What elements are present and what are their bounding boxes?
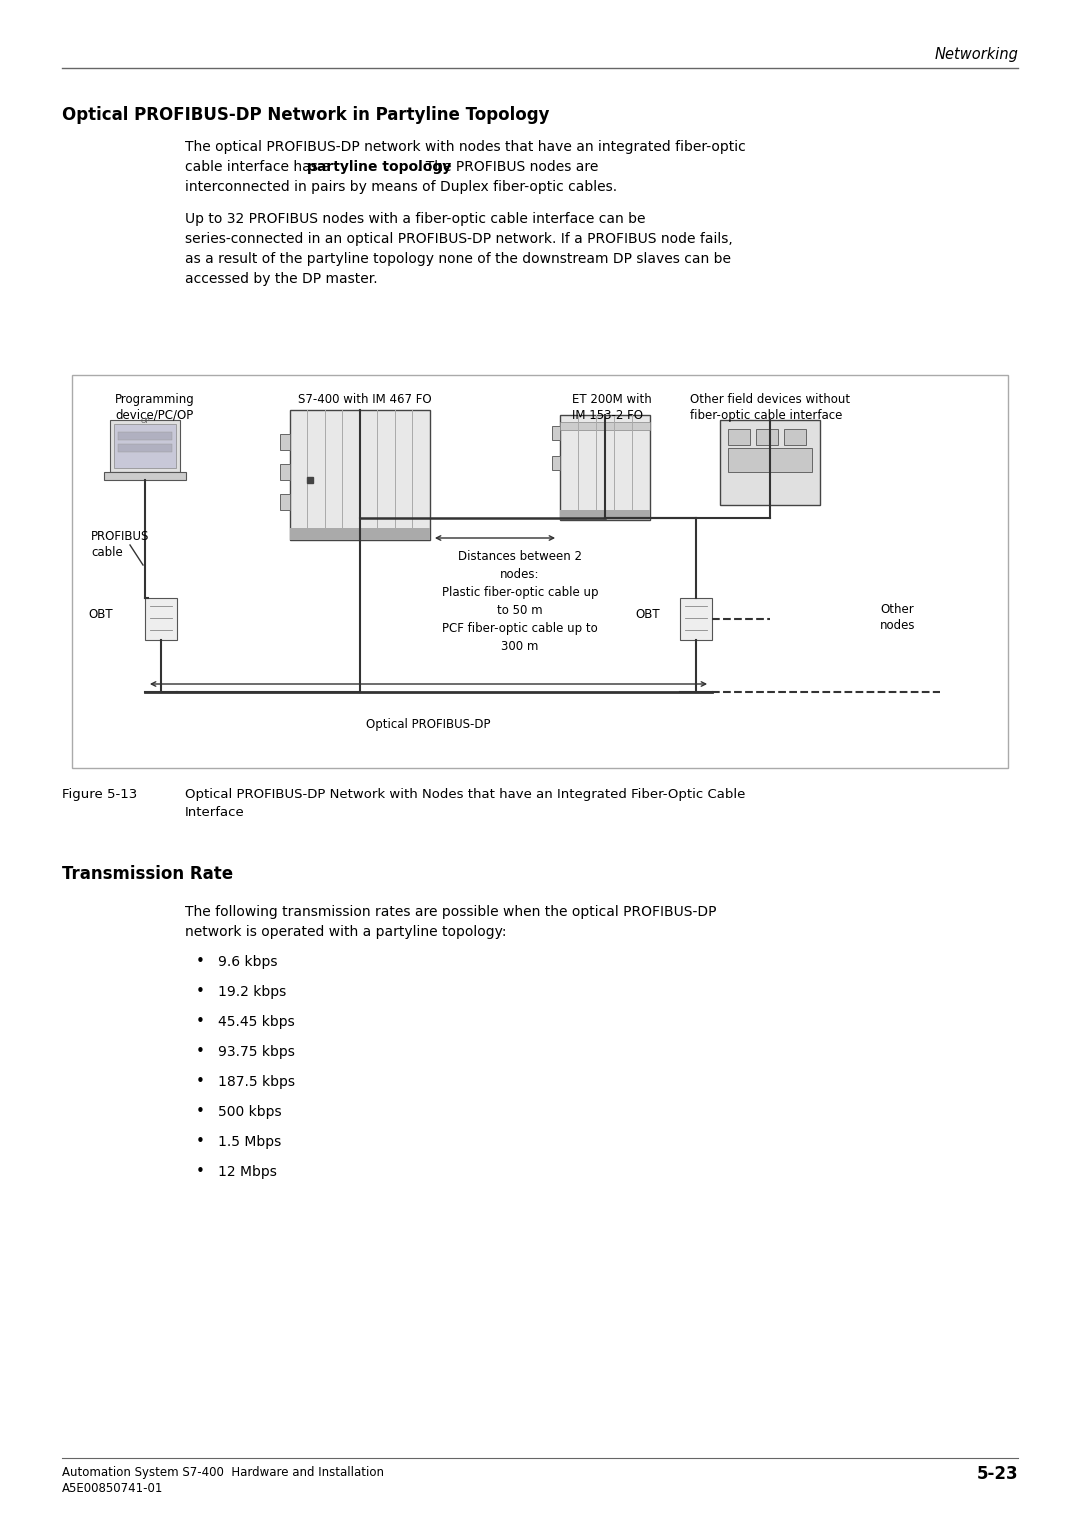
- Text: 19.2 kbps: 19.2 kbps: [218, 985, 286, 999]
- Text: A5E00850741-01: A5E00850741-01: [62, 1483, 163, 1495]
- Text: The optical PROFIBUS-DP network with nodes that have an integrated fiber-optic: The optical PROFIBUS-DP network with nod…: [185, 140, 746, 154]
- Text: OBT: OBT: [635, 608, 660, 621]
- Text: •: •: [195, 1014, 204, 1029]
- Text: 93.75 kbps: 93.75 kbps: [218, 1044, 295, 1060]
- Bar: [552, 426, 561, 440]
- Text: •: •: [195, 954, 204, 970]
- Text: •: •: [195, 1044, 204, 1060]
- Text: 9.6 kbps: 9.6 kbps: [218, 954, 278, 970]
- Text: accessed by the DP master.: accessed by the DP master.: [185, 272, 378, 286]
- Text: Programming
device/PC/OP: Programming device/PC/OP: [116, 392, 194, 421]
- Bar: [145, 599, 177, 640]
- Bar: [720, 420, 820, 505]
- Bar: [291, 411, 430, 541]
- Text: OP: OP: [140, 418, 150, 425]
- Text: Transmission Rate: Transmission Rate: [62, 864, 233, 883]
- Text: •: •: [195, 985, 204, 1000]
- Bar: [728, 429, 750, 444]
- Text: •: •: [195, 1135, 204, 1150]
- Bar: [291, 528, 430, 541]
- Bar: [72, 376, 1008, 768]
- Text: partyline topology: partyline topology: [307, 160, 451, 174]
- Bar: [114, 425, 176, 467]
- Text: OBT: OBT: [87, 608, 112, 621]
- Text: Optical PROFIBUS-DP: Optical PROFIBUS-DP: [366, 718, 490, 731]
- Bar: [110, 420, 180, 472]
- Text: Automation System S7-400  Hardware and Installation: Automation System S7-400 Hardware and In…: [62, 1466, 384, 1480]
- Bar: [118, 444, 172, 452]
- Text: 45.45 kbps: 45.45 kbps: [218, 1015, 295, 1029]
- Text: Interface: Interface: [185, 806, 245, 818]
- Text: 5-23: 5-23: [976, 1464, 1018, 1483]
- Text: as a result of the partyline topology none of the downstream DP slaves can be: as a result of the partyline topology no…: [185, 252, 731, 266]
- Text: Networking: Networking: [934, 47, 1018, 63]
- Bar: [104, 472, 186, 479]
- Text: interconnected in pairs by means of Duplex fiber-optic cables.: interconnected in pairs by means of Dupl…: [185, 180, 617, 194]
- Text: Optical PROFIBUS-DP Network in Partyline Topology: Optical PROFIBUS-DP Network in Partyline…: [62, 105, 550, 124]
- Text: series-connected in an optical PROFIBUS-DP network. If a PROFIBUS node fails,: series-connected in an optical PROFIBUS-…: [185, 232, 732, 246]
- Bar: [280, 464, 291, 479]
- Bar: [561, 510, 650, 521]
- Bar: [552, 457, 561, 470]
- Text: network is operated with a partyline topology:: network is operated with a partyline top…: [185, 925, 507, 939]
- Text: 500 kbps: 500 kbps: [218, 1106, 282, 1119]
- Text: Other field devices without
fiber-optic cable interface: Other field devices without fiber-optic …: [690, 392, 850, 421]
- Text: Optical PROFIBUS-DP Network with Nodes that have an Integrated Fiber-Optic Cable: Optical PROFIBUS-DP Network with Nodes t…: [185, 788, 745, 802]
- Bar: [756, 429, 778, 444]
- Text: Figure 5-13: Figure 5-13: [62, 788, 137, 802]
- Text: 12 Mbps: 12 Mbps: [218, 1165, 276, 1179]
- Text: PROFIBUS
cable: PROFIBUS cable: [91, 530, 149, 559]
- Bar: [561, 421, 650, 431]
- Text: Up to 32 PROFIBUS nodes with a fiber-optic cable interface can be: Up to 32 PROFIBUS nodes with a fiber-opt…: [185, 212, 646, 226]
- Text: . The PROFIBUS nodes are: . The PROFIBUS nodes are: [417, 160, 598, 174]
- Text: 1.5 Mbps: 1.5 Mbps: [218, 1135, 281, 1148]
- Text: •: •: [195, 1104, 204, 1119]
- Bar: [784, 429, 806, 444]
- Text: Distances between 2
nodes:
Plastic fiber-optic cable up
to 50 m
PCF fiber-optic : Distances between 2 nodes: Plastic fiber…: [442, 550, 598, 654]
- Text: cable interface has a: cable interface has a: [185, 160, 335, 174]
- Bar: [118, 432, 172, 440]
- Text: ET 200M with
IM 153-2 FO: ET 200M with IM 153-2 FO: [572, 392, 651, 421]
- Text: Other
nodes: Other nodes: [880, 603, 916, 632]
- Bar: [561, 415, 650, 521]
- Bar: [728, 447, 812, 472]
- Text: 187.5 kbps: 187.5 kbps: [218, 1075, 295, 1089]
- Bar: [680, 599, 712, 640]
- Bar: [280, 434, 291, 450]
- Text: •: •: [195, 1075, 204, 1089]
- Text: S7-400 with IM 467 FO: S7-400 with IM 467 FO: [298, 392, 432, 406]
- Text: The following transmission rates are possible when the optical PROFIBUS-DP: The following transmission rates are pos…: [185, 906, 716, 919]
- Text: •: •: [195, 1165, 204, 1179]
- Bar: [280, 495, 291, 510]
